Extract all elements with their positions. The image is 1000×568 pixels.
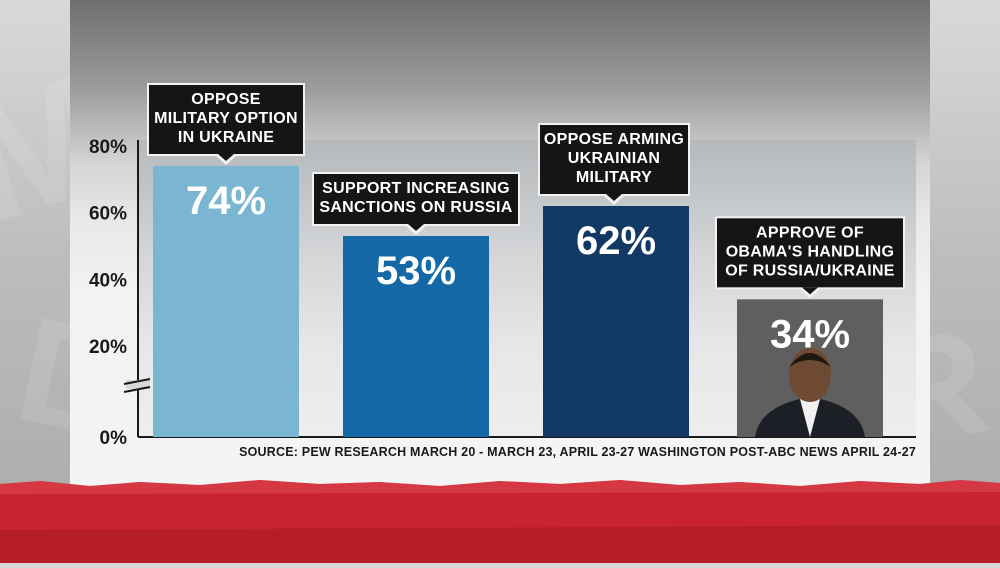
callout-box	[538, 123, 690, 205]
callout-box	[147, 83, 305, 165]
bar-value-label: 62%	[576, 219, 656, 263]
callout-label-line: OPPOSE ARMING	[544, 131, 684, 148]
bar-value-label: 74%	[186, 179, 266, 223]
source-note: SOURCE: PEW RESEARCH MARCH 20 - MARCH 23…	[239, 445, 916, 459]
callout-label-line: SUPPORT INCREASING	[322, 180, 510, 197]
callout-label-line: OBAMA'S HANDLING	[726, 243, 895, 260]
axis-break-mark	[123, 378, 151, 393]
y-tick-label: 40%	[89, 270, 127, 291]
y-tick-label: 20%	[89, 337, 127, 358]
y-tick-label: 80%	[89, 137, 127, 158]
callout-label-line: OPPOSE	[191, 91, 260, 108]
bar-value-label: 53%	[376, 249, 456, 293]
callout-label-line: MILITARY	[576, 169, 652, 186]
callout-label-line: MILITARY OPTION	[154, 110, 298, 127]
callout-label-line: UKRAINIAN	[568, 150, 660, 167]
callout-label-line: OF RUSSIA/UKRAINE	[725, 262, 895, 279]
bar	[543, 206, 689, 437]
callout-label-line: IN UKRAINE	[178, 129, 274, 146]
y-tick-label: 0%	[100, 428, 128, 449]
bar	[343, 236, 489, 437]
bar	[153, 166, 299, 437]
callout-label-line: APPROVE OF	[756, 224, 864, 241]
red-ribbon-band	[0, 470, 1000, 563]
callout-box	[312, 172, 520, 235]
bar-value-label: 34%	[770, 312, 850, 356]
y-tick-label: 60%	[89, 204, 127, 225]
callout-box	[715, 216, 905, 299]
obama-portrait-icon	[755, 348, 865, 437]
callout-label-line: SANCTIONS ON RUSSIA	[319, 199, 512, 216]
